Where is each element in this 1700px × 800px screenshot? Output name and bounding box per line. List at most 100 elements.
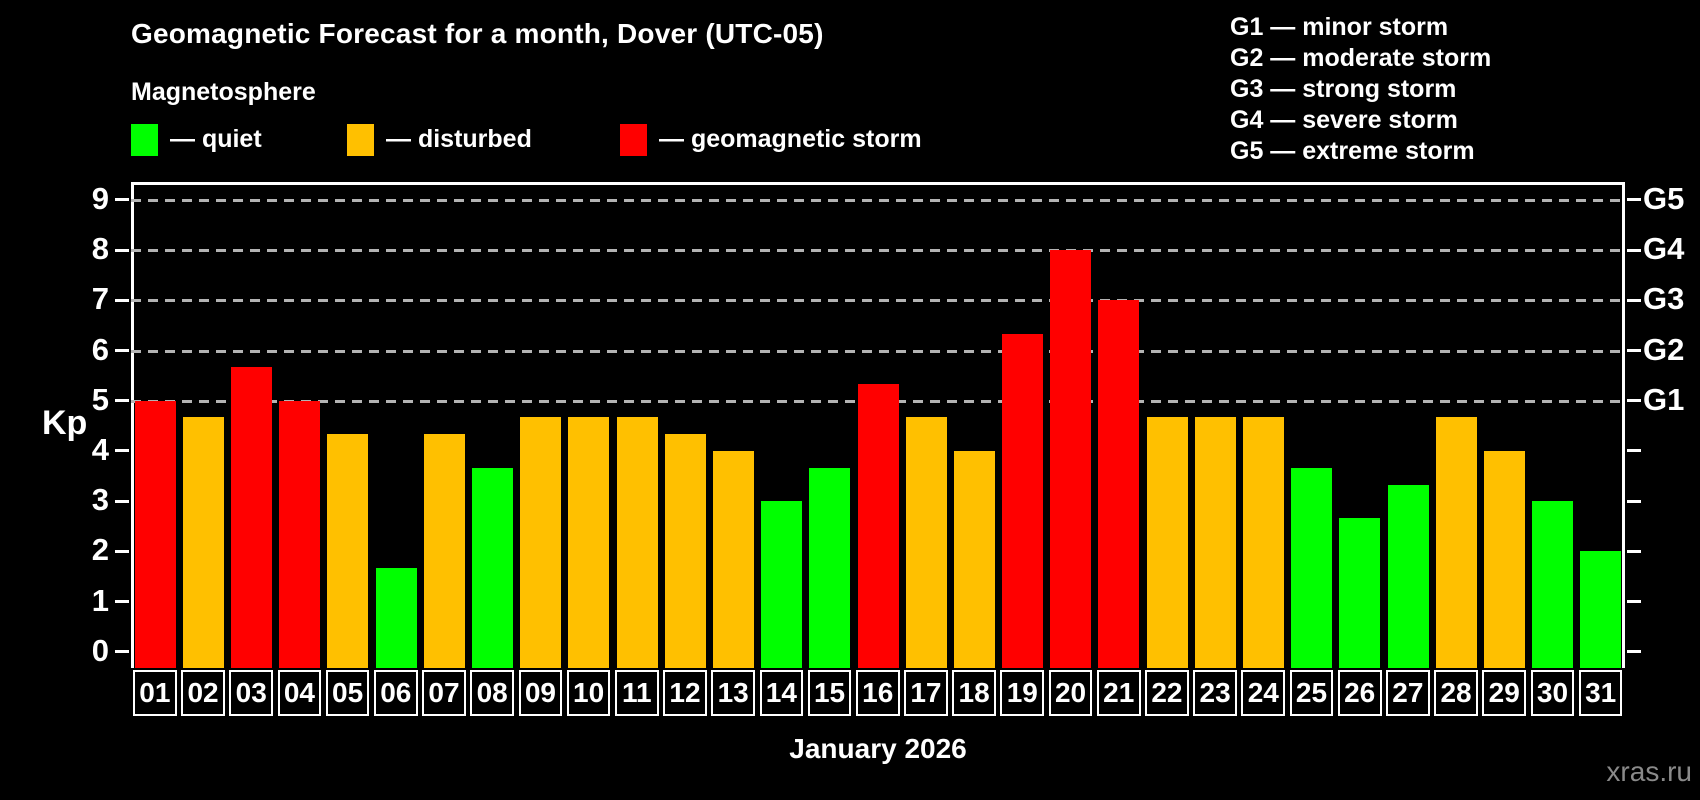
y-tick-label-5: 5 xyxy=(91,381,109,417)
day-label-19: 19 xyxy=(1000,670,1045,716)
day-label-28: 28 xyxy=(1434,670,1478,716)
right-axis-label-g2: G2 xyxy=(1643,331,1685,367)
gridline-kp-7 xyxy=(131,299,1625,303)
y-tick-right-0 xyxy=(1627,650,1641,654)
gridline-kp-6 xyxy=(131,349,1625,353)
quiet-swatch-icon xyxy=(131,123,158,156)
y-tick-label-6: 6 xyxy=(91,331,109,367)
x-axis-day-labels: 01 02 03 04 05 06 07 08 09 10 11 12 13 14 15 16 17 18 19 20… xyxy=(131,670,1625,716)
right-axis-label-g4: G4 xyxy=(1643,231,1685,267)
right-axis-label-g3: G3 xyxy=(1643,281,1685,317)
day-label-18: 18 xyxy=(952,670,996,716)
kp-bar-day-12 xyxy=(664,434,706,668)
day-label-22: 22 xyxy=(1145,670,1189,716)
y-tick-left-4 xyxy=(115,449,129,453)
y-tick-right-6 xyxy=(1627,349,1641,353)
day-label-02: 02 xyxy=(181,670,225,716)
day-label-27: 27 xyxy=(1386,670,1430,716)
day-label-12: 12 xyxy=(663,670,707,716)
y-tick-right-4 xyxy=(1627,449,1641,453)
g-legend-line-g4: G4 — severe storm xyxy=(1230,106,1458,134)
y-tick-left-6 xyxy=(115,349,129,353)
g-legend-line-g2: G2 — moderate storm xyxy=(1230,44,1492,72)
y-tick-label-4: 4 xyxy=(91,431,109,467)
kp-bar-day-04 xyxy=(279,400,321,668)
g-legend-line-g3: G3 — strong storm xyxy=(1230,75,1457,103)
y-tick-label-7: 7 xyxy=(91,281,109,317)
day-label-20: 20 xyxy=(1048,670,1093,716)
y-tick-right-3 xyxy=(1627,499,1641,503)
x-axis-title: January 2026 xyxy=(789,733,967,764)
day-label-03: 03 xyxy=(229,670,274,716)
day-label-05: 05 xyxy=(325,670,370,716)
day-label-30: 30 xyxy=(1530,670,1575,716)
kp-bar-day-17 xyxy=(905,417,947,668)
plot-area: 0 1 2 3 4 5 6 7 8 9 G1 G2 G3 G4 G5 xyxy=(92,181,1684,668)
y-tick-left-2 xyxy=(115,549,129,553)
y-tick-label-2: 2 xyxy=(91,532,109,568)
plot-canvas: 0 1 2 3 4 5 6 7 8 9 G1 G2 G3 G4 G5 xyxy=(92,181,1684,668)
watermark: xras.ru xyxy=(1606,756,1692,787)
legend-item-quiet: — quiet xyxy=(131,123,262,156)
y-tick-left-5 xyxy=(115,399,129,403)
y-tick-left-8 xyxy=(115,248,129,252)
day-label-01: 01 xyxy=(133,670,177,716)
y-tick-right-1 xyxy=(1627,600,1641,603)
kp-bar-day-08 xyxy=(471,467,513,668)
kp-bar-day-23 xyxy=(1194,417,1236,668)
y-tick-label-9: 9 xyxy=(91,181,109,216)
kp-bar-day-15 xyxy=(809,467,851,668)
kp-bar-day-18 xyxy=(953,450,995,668)
kp-bar-day-19 xyxy=(1002,333,1044,668)
kp-bar-day-27 xyxy=(1387,484,1429,668)
kp-bar-day-31 xyxy=(1580,551,1622,668)
y-tick-left-3 xyxy=(115,499,129,503)
kp-bar-day-25 xyxy=(1291,467,1333,668)
kp-bar-day-20 xyxy=(1050,250,1092,668)
kp-bar-day-03 xyxy=(230,367,272,668)
g-legend-line-g5: G5 — extreme storm xyxy=(1230,137,1475,165)
kp-bar-day-11 xyxy=(616,417,658,668)
right-axis-label-g1: G1 xyxy=(1643,381,1685,417)
storm-swatch-icon xyxy=(620,123,647,156)
day-label-31: 31 xyxy=(1578,670,1623,716)
y-tick-right-7 xyxy=(1627,298,1641,302)
disturbed-swatch-icon xyxy=(347,123,374,156)
y-tick-label-8: 8 xyxy=(91,231,109,267)
right-axis-label-g5: G5 xyxy=(1643,181,1685,216)
y-tick-left-0 xyxy=(115,650,129,654)
kp-bar-day-16 xyxy=(857,384,899,668)
day-label-09: 09 xyxy=(518,670,563,716)
day-label-17: 17 xyxy=(904,670,948,716)
legend-item-storm: — geomagnetic storm xyxy=(620,123,922,156)
chart-subtitle: Magnetosphere xyxy=(131,78,316,106)
kp-bar-day-13 xyxy=(712,450,754,668)
y-tick-label-3: 3 xyxy=(91,482,109,518)
g-scale-legend: G1 — minor storm G2 — moderate storm G3 … xyxy=(1230,12,1491,167)
gridline-kp-8 xyxy=(131,249,1625,253)
day-label-26: 26 xyxy=(1337,670,1382,716)
legend-label-disturbed: — disturbed xyxy=(386,125,532,153)
day-label-08: 08 xyxy=(470,670,515,716)
day-label-14: 14 xyxy=(759,670,804,716)
kp-bar-day-29 xyxy=(1484,450,1526,668)
kp-bar-day-14 xyxy=(761,501,803,668)
legend-label-storm: — geomagnetic storm xyxy=(659,125,922,153)
day-label-11: 11 xyxy=(614,670,659,716)
legend-item-disturbed: — disturbed xyxy=(347,123,532,156)
day-label-24: 24 xyxy=(1241,670,1286,716)
y-tick-label-1: 1 xyxy=(91,582,109,618)
y-tick-left-9 xyxy=(115,198,129,202)
kp-bar-day-30 xyxy=(1532,501,1574,668)
kp-bar-day-10 xyxy=(568,417,610,668)
kp-bar-day-21 xyxy=(1098,300,1140,668)
y-tick-right-8 xyxy=(1627,248,1641,252)
kp-bar-day-09 xyxy=(520,417,562,668)
kp-bar-day-24 xyxy=(1243,417,1285,668)
day-label-21: 21 xyxy=(1096,670,1141,716)
kp-bar-day-05 xyxy=(327,434,369,668)
day-label-13: 13 xyxy=(711,670,755,716)
day-label-25: 25 xyxy=(1289,670,1334,716)
gridline-kp-9 xyxy=(131,198,1625,202)
